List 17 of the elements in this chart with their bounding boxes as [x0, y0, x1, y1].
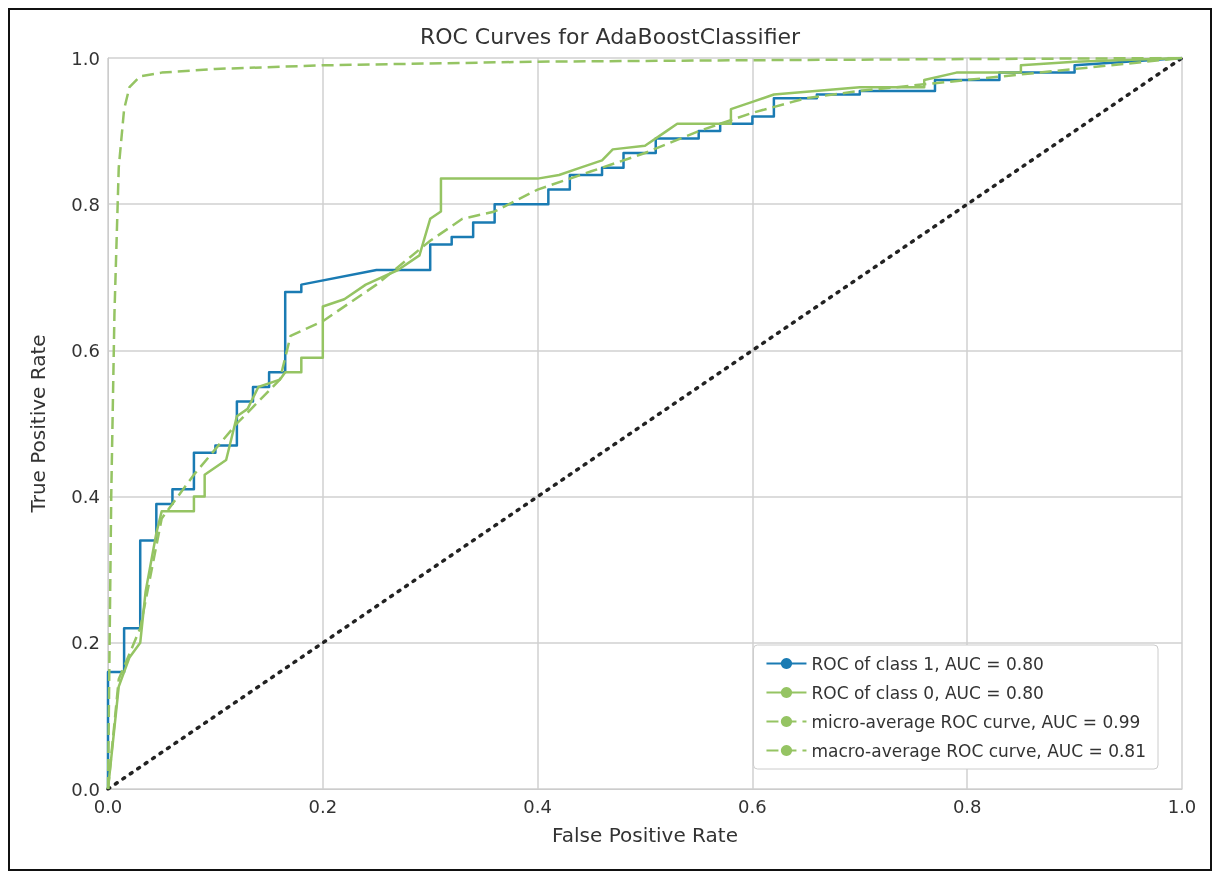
legend-label: ROC of class 0, AUC = 0.80 — [811, 682, 1044, 703]
x-tick-label: 0.2 — [308, 795, 338, 817]
x-tick-label: 0.4 — [523, 795, 552, 817]
x-tick-label: 0.6 — [738, 795, 767, 817]
y-tick-label: 0.4 — [71, 486, 100, 508]
x-tick-label: 0.8 — [952, 795, 982, 817]
legend-label: macro-average ROC curve, AUC = 0.81 — [811, 740, 1147, 761]
y-axis-title: True Positive Rate — [26, 334, 50, 514]
chart-title: ROC Curves for AdaBoostClassifier — [419, 23, 802, 49]
y-tick-label: 1.0 — [71, 47, 100, 69]
x-axis-title: False Positive Rate — [552, 823, 738, 847]
y-tick-label: 0.8 — [71, 193, 100, 215]
x-tick-label: 1.0 — [1167, 795, 1197, 817]
y-tick-label: 0.2 — [71, 632, 100, 654]
legend-label: ROC of class 1, AUC = 0.80 — [811, 653, 1044, 674]
y-tick-label: 0.6 — [71, 339, 100, 361]
legend-label: micro-average ROC curve, AUC = 0.99 — [811, 711, 1141, 732]
